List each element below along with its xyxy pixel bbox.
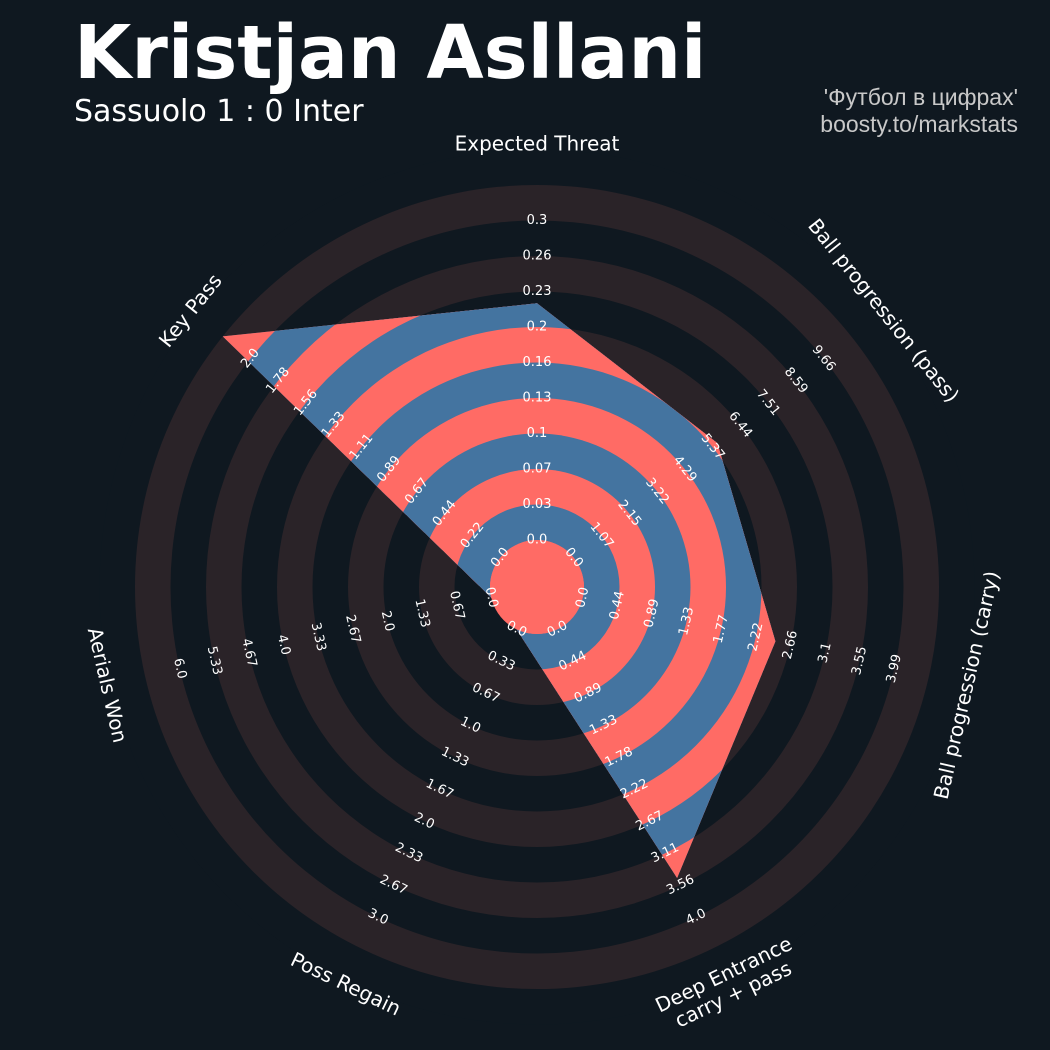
tick-label-axis5-2: 1.33 — [411, 598, 432, 630]
tick-label-axis2-1: 0.44 — [607, 590, 628, 622]
tick-label-axis5-0: 0.0 — [482, 586, 501, 610]
tick-label-axis0-9: 0.3 — [527, 213, 548, 228]
tick-label-axis0-6: 0.2 — [527, 320, 548, 335]
tick-label-axis0-4: 0.13 — [523, 391, 552, 406]
tick-label-axis0-1: 0.03 — [523, 497, 552, 512]
axis-label-0: Expected Threat — [455, 132, 620, 156]
tick-label-axis5-1: 0.67 — [446, 590, 467, 622]
tick-label-axis2-6: 2.66 — [780, 629, 801, 661]
tick-label-axis5-3: 2.0 — [378, 609, 397, 633]
tick-label-axis2-4: 1.77 — [711, 613, 732, 645]
tick-label-axis2-3: 1.33 — [676, 605, 697, 637]
tick-label-axis0-2: 0.07 — [523, 462, 552, 477]
player-name-title: Kristjan Asllani — [74, 10, 707, 96]
center-disc — [490, 540, 584, 634]
credit-line-1: 'Футбол в цифрах' — [823, 84, 1018, 110]
tick-label-axis2-2: 0.89 — [641, 598, 662, 630]
tick-label-axis0-7: 0.23 — [523, 284, 552, 299]
tick-label-axis0-3: 0.1 — [527, 426, 548, 441]
tick-label-axis5-8: 5.33 — [204, 645, 225, 677]
tick-label-axis0-8: 0.26 — [523, 249, 552, 264]
credit-line-2: boosty.to/markstats — [820, 111, 1018, 137]
tick-label-axis2-9: 3.99 — [884, 653, 905, 685]
tick-label-axis5-6: 4.0 — [274, 633, 293, 657]
tick-label-axis2-5: 2.22 — [745, 621, 766, 653]
tick-label-axis5-7: 4.67 — [238, 637, 259, 669]
tick-label-axis0-5: 0.16 — [523, 355, 552, 370]
tick-label-axis2-0: 0.0 — [573, 586, 592, 610]
tick-label-axis5-5: 3.33 — [308, 621, 329, 653]
tick-label-axis2-8: 3.55 — [849, 645, 870, 677]
tick-label-axis5-9: 6.0 — [170, 657, 189, 681]
tick-label-axis2-7: 3.1 — [815, 641, 834, 665]
match-subtitle: Sassuolo 1 : 0 Inter — [74, 94, 364, 129]
tick-label-axis0-0: 0.0 — [527, 533, 548, 548]
tick-label-axis5-4: 2.67 — [342, 613, 363, 645]
